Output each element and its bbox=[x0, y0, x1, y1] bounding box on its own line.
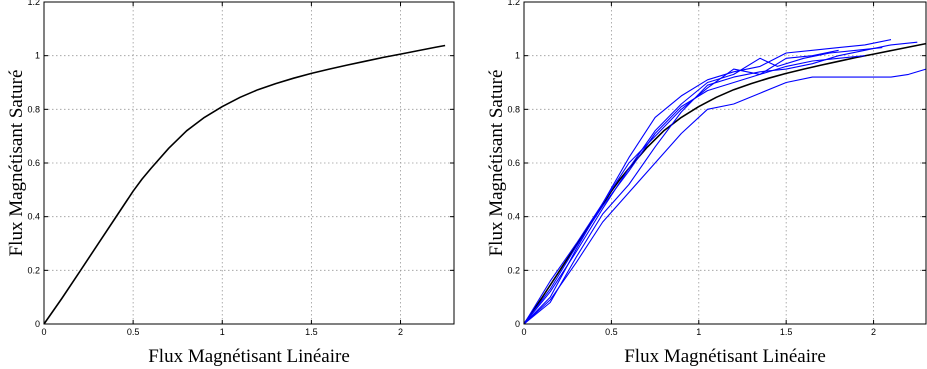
x-tick-label: 0.5 bbox=[605, 327, 618, 337]
y-axis-label: Flux Magnétisant Saturé bbox=[486, 70, 507, 257]
left-chart-panel: 0 0.5 1 1.5 2 0 0.2 0.4 0.6 0.8 1 1.2 Flux Magnétis… bbox=[6, 0, 455, 367]
y-tick-label: 0.4 bbox=[507, 212, 520, 222]
measured-curve bbox=[523, 55, 865, 325]
y-tick-label: 0 bbox=[35, 319, 40, 329]
y-axis-label: Flux Magnétisant Saturé bbox=[6, 70, 27, 257]
x-tick-label: 1.5 bbox=[305, 327, 318, 337]
measured-curve bbox=[523, 41, 918, 325]
x-tick-label: 0 bbox=[521, 327, 526, 337]
y-tick-label: 0.2 bbox=[507, 265, 520, 275]
y-tick-label: 1.2 bbox=[27, 0, 40, 7]
x-tick-label: 0.5 bbox=[127, 327, 140, 337]
x-tick-label: 0 bbox=[41, 327, 46, 337]
x-tick-label: 1 bbox=[696, 327, 701, 337]
y-tick-label: 0 bbox=[515, 319, 520, 329]
y-tick-label: 0.8 bbox=[27, 104, 40, 114]
y-tick-label: 0.4 bbox=[27, 212, 40, 222]
y-tick-label: 0.6 bbox=[27, 158, 40, 168]
measured-curve bbox=[523, 68, 927, 325]
x-axis-label: Flux Magnétisant Linéaire bbox=[148, 346, 350, 367]
right-chart-panel: 0 0.5 1 1.5 2 0 0.2 0.4 0.6 0.8 1 1.2 Flux Magnétis… bbox=[486, 0, 927, 367]
y-tick-label: 0.8 bbox=[507, 104, 520, 114]
reference-curve bbox=[43, 44, 446, 325]
y-tick-label: 0.6 bbox=[507, 158, 520, 168]
x-tick-label: 2 bbox=[398, 327, 403, 337]
measured-curve bbox=[523, 49, 839, 325]
x-tick-label: 1.5 bbox=[780, 327, 793, 337]
y-tick-label: 0.2 bbox=[27, 265, 40, 275]
measured-curve bbox=[523, 47, 883, 325]
y-tick-label: 1 bbox=[35, 51, 40, 61]
y-tick-label: 1.2 bbox=[507, 0, 520, 7]
x-tick-label: 1 bbox=[220, 327, 225, 337]
y-tick-label: 1 bbox=[515, 51, 520, 61]
x-tick-label: 2 bbox=[871, 327, 876, 337]
x-axis-label: Flux Magnétisant Linéaire bbox=[624, 346, 826, 367]
